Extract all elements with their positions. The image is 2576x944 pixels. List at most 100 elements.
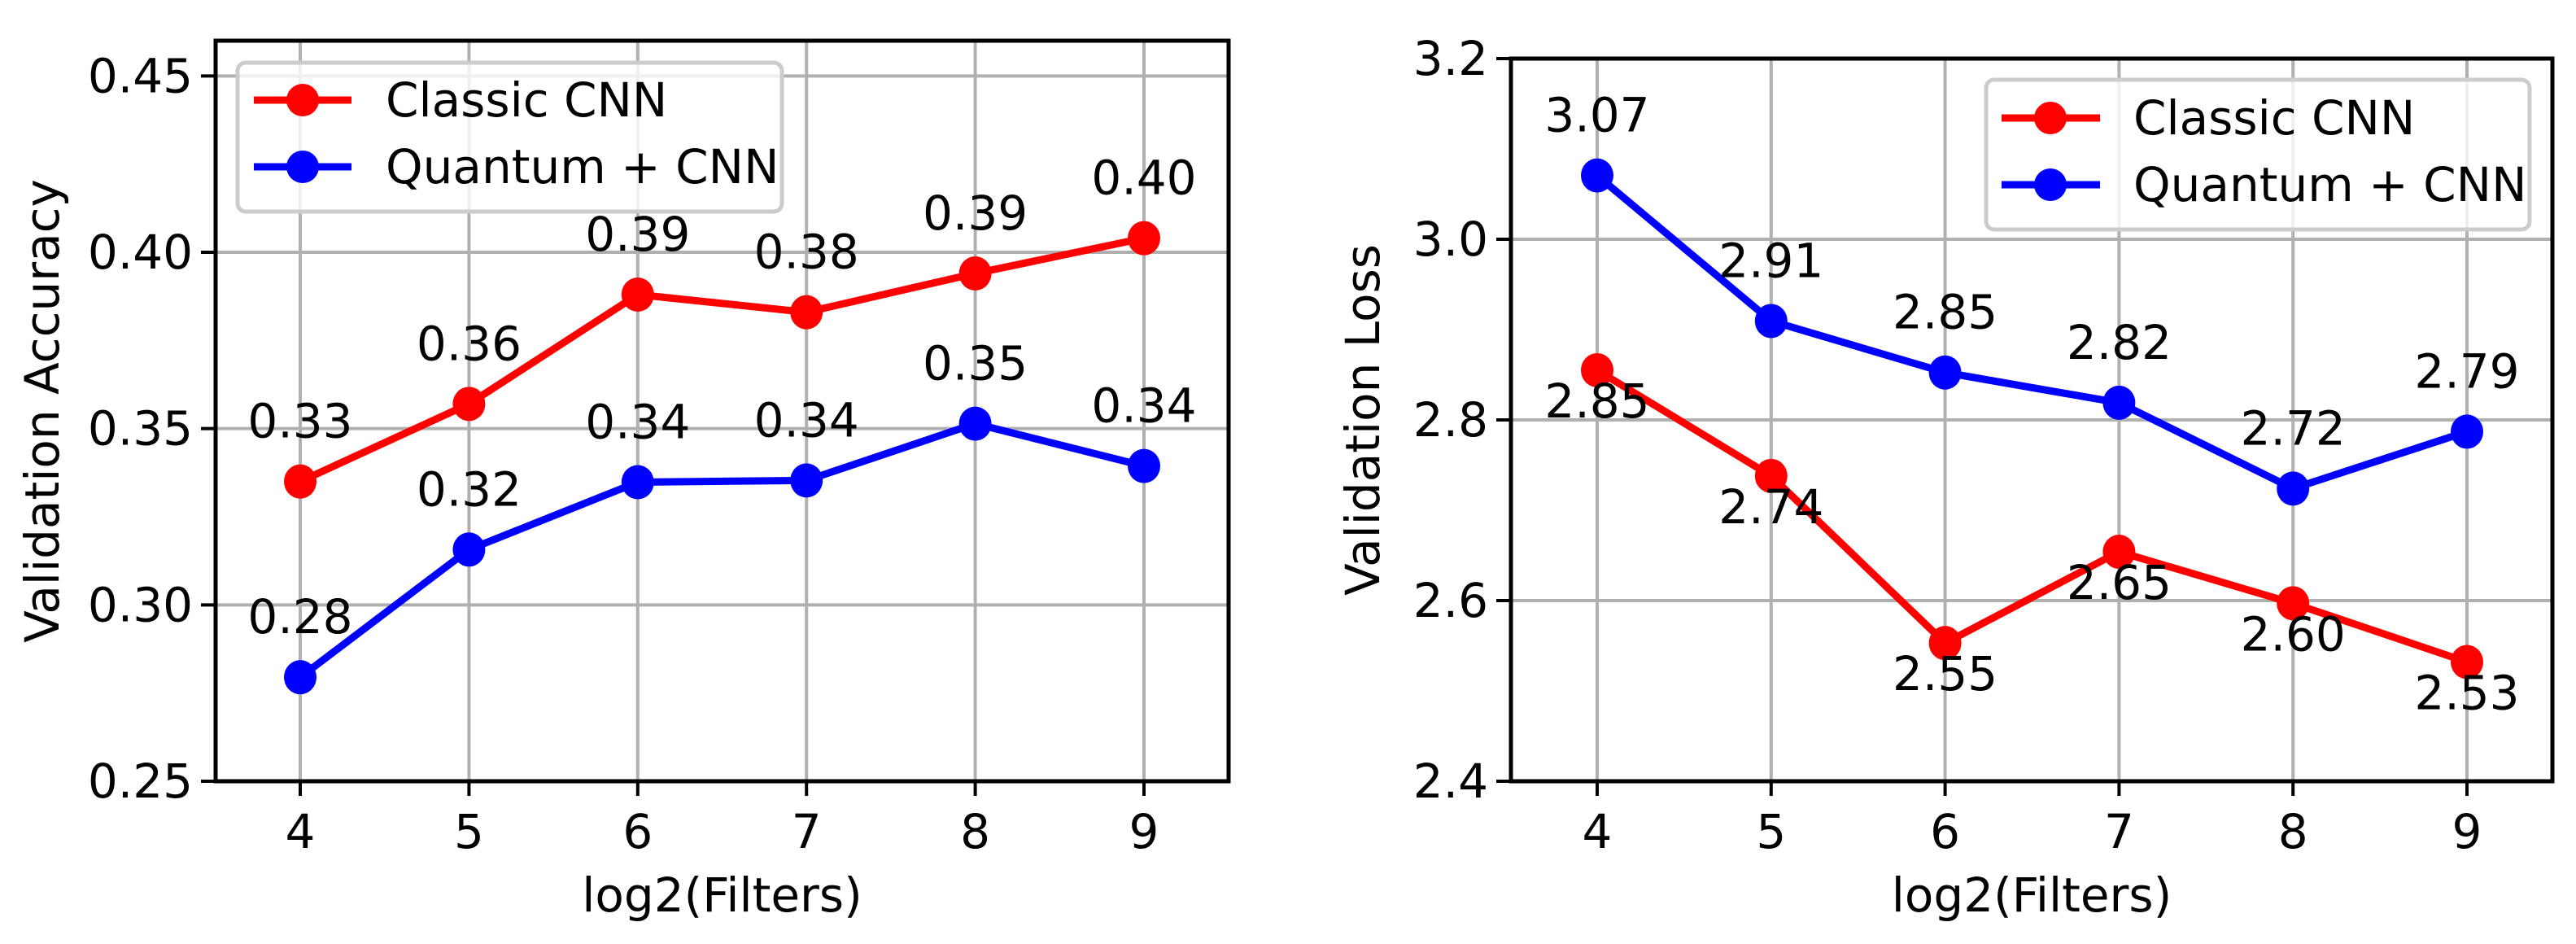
legend-marker-quantum-icon [286, 151, 319, 183]
y-tick-label: 2.4 [1413, 754, 1488, 809]
data-label: 0.39 [585, 207, 690, 262]
data-label: 0.34 [754, 392, 859, 448]
data-point-marker [790, 463, 823, 498]
data-label: 2.85 [1893, 285, 1997, 340]
x-tick-label: 4 [1583, 804, 1613, 859]
data-point-marker [1581, 352, 1613, 387]
data-label: 2.53 [2414, 665, 2519, 720]
legend-marker-quantum-icon [2034, 168, 2067, 201]
y-tick-label: 3.2 [1413, 31, 1488, 86]
y-tick-label: 0.25 [88, 754, 193, 809]
data-label: 0.28 [247, 589, 352, 645]
data-point-marker [1928, 626, 1962, 661]
data-point-marker [452, 387, 486, 422]
data-label: 0.38 [754, 225, 859, 280]
data-label: 0.35 [923, 336, 1028, 391]
axes-frame [213, 38, 1231, 784]
data-point-marker [452, 532, 486, 567]
x-tick-label: 9 [2452, 804, 2482, 859]
accuracy-annotations: 0.33 0.36 0.39 0.38 0.39 0.40 0.28 0.32 0.34 0.34… [247, 151, 1196, 645]
y-tick-label: 0.40 [88, 225, 193, 280]
data-label: 2.55 [1893, 646, 1997, 701]
data-point-marker [284, 660, 317, 695]
legend-label-quantum: Quantum + CNN [386, 139, 779, 194]
data-point-marker [790, 295, 823, 330]
x-tick-label: 6 [622, 804, 653, 859]
data-label: 2.79 [2414, 343, 2519, 399]
accuracy-series [284, 221, 1160, 695]
accuracy-legend: Classic CNN Quantum + CNN [235, 60, 784, 214]
data-label: 0.33 [247, 394, 352, 449]
legend-entry-classic-cnn: Classic CNN [254, 72, 667, 128]
data-point-marker [1128, 448, 1160, 483]
data-point-marker [958, 256, 992, 291]
accuracy-y-axis-label: Validation Accuracy [15, 179, 70, 643]
data-point-marker [2102, 535, 2136, 570]
x-tick-label: 5 [1756, 804, 1786, 859]
series-line [298, 420, 1146, 680]
x-tick-label: 4 [286, 804, 316, 859]
y-tick-label: 2.6 [1413, 573, 1488, 628]
legend-entry-quantum-cnn: Quantum + CNN [2002, 157, 2526, 212]
data-point-marker [2277, 471, 2310, 506]
x-tick-label: 9 [1129, 804, 1159, 859]
data-point-marker [1928, 355, 1962, 390]
legend-marker-classic-icon [2034, 102, 2067, 134]
data-label: 2.72 [2241, 400, 2346, 456]
data-label: 2.60 [2241, 606, 2346, 662]
legend-entry-classic-cnn: Classic CNN [2002, 90, 2415, 146]
data-label: 0.39 [923, 186, 1028, 241]
data-point-marker [2451, 414, 2483, 449]
data-label: 3.07 [1544, 88, 1649, 143]
data-point-marker [2451, 645, 2483, 680]
legend-marker-classic-icon [286, 84, 319, 116]
x-tick-label: 8 [960, 804, 990, 859]
data-point-marker [958, 406, 992, 441]
data-point-marker [1754, 458, 1788, 493]
y-tick-label: 2.8 [1413, 392, 1488, 448]
legend-label-classic: Classic CNN [2133, 90, 2415, 146]
data-label: 0.40 [1091, 151, 1196, 206]
data-label: 0.34 [1091, 378, 1196, 434]
data-label: 0.32 [417, 461, 522, 517]
x-tick-label: 8 [2278, 804, 2308, 859]
accuracy-spines [213, 38, 1231, 784]
data-label: 2.91 [1718, 233, 1823, 288]
legend-box [1984, 77, 2532, 232]
data-label: 2.74 [1718, 479, 1823, 535]
legend-box [235, 60, 784, 214]
y-tick-label: 0.35 [88, 401, 193, 457]
accuracy-subplot: 0.33 0.36 0.39 0.38 0.39 0.40 0.28 0.32 0.34 0.34… [15, 38, 1231, 923]
loss-annotations: 2.85 2.74 2.55 2.65 2.60 2.53 3.07 2.91 2.85 2.82… [1544, 88, 2519, 721]
data-point-marker [1754, 304, 1788, 339]
data-point-marker [1581, 158, 1613, 193]
loss-ticks: 4 5 6 7 8 9 2.4 2.6 2.8 3.0 3.2 [1413, 31, 2482, 859]
series-line [1595, 367, 2469, 666]
series-line [1595, 173, 2469, 492]
data-label: 2.85 [1544, 374, 1649, 429]
accuracy-ticks: 4 5 6 7 8 9 0.25 0.30 0.35 0.40 0.45 [88, 48, 1159, 859]
data-point-marker [1128, 221, 1160, 256]
data-point-marker [2277, 586, 2310, 621]
legend-label-classic: Classic CNN [386, 72, 667, 128]
data-label: 0.36 [417, 316, 522, 371]
legend-entry-quantum-cnn: Quantum + CNN [254, 139, 779, 194]
y-tick-label: 0.45 [88, 48, 193, 103]
loss-series [1581, 158, 2483, 680]
loss-x-axis-label: log2(Filters) [1892, 868, 2172, 923]
data-label: 2.65 [2067, 555, 2172, 610]
loss-y-axis-label: Validation Loss [1335, 244, 1391, 596]
x-tick-label: 7 [2104, 804, 2134, 859]
data-point-marker [621, 278, 654, 312]
data-point-marker [621, 465, 654, 500]
loss-legend: Classic CNN Quantum + CNN [1984, 77, 2532, 232]
data-label: 0.34 [585, 395, 690, 450]
x-tick-label: 7 [792, 804, 822, 859]
y-tick-label: 3.0 [1413, 212, 1488, 267]
legend-label-quantum: Quantum + CNN [2133, 157, 2526, 212]
series-line [299, 234, 1145, 485]
x-tick-label: 5 [454, 804, 484, 859]
data-point-marker [284, 464, 317, 499]
loss-subplot: 2.852.742.552.652.602.533.072.912.852.82… [1335, 31, 2555, 923]
